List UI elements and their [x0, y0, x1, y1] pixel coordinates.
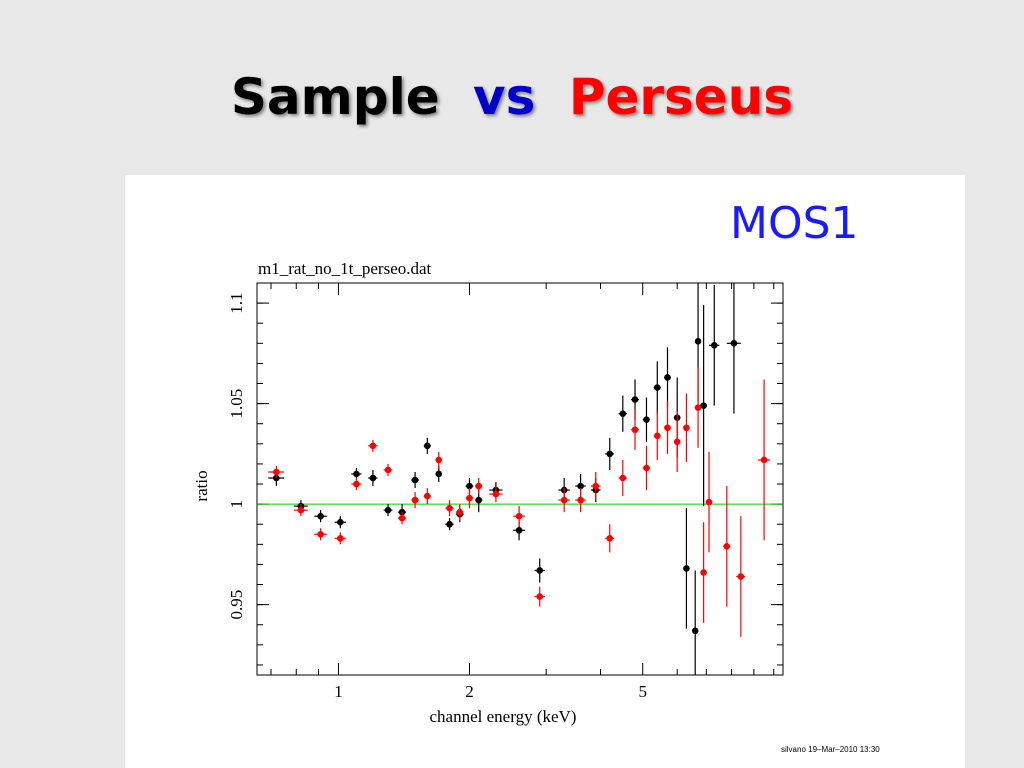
- data-point: [643, 416, 650, 423]
- data-point: [577, 496, 584, 504]
- y-tick-label: 1.1: [227, 292, 246, 313]
- data-point: [515, 526, 523, 534]
- data-point: [411, 476, 419, 484]
- data-point: [424, 492, 431, 500]
- data-points: [268, 283, 770, 675]
- data-point: [606, 535, 614, 542]
- data-point: [466, 482, 473, 490]
- data-point: [337, 518, 344, 526]
- y-tick-label: 1: [227, 500, 246, 509]
- title-sample: Sample: [230, 68, 440, 126]
- data-point: [446, 520, 453, 528]
- data-point: [411, 496, 419, 504]
- series-red: [268, 367, 770, 637]
- y-tick-label: 1.05: [227, 389, 246, 419]
- data-point: [631, 426, 639, 434]
- x-tick-label: 2: [465, 682, 474, 701]
- data-point: [398, 514, 406, 522]
- data-point: [536, 567, 544, 574]
- data-point: [700, 569, 707, 576]
- data-point: [492, 490, 500, 498]
- data-point: [475, 496, 483, 504]
- data-point: [435, 470, 443, 478]
- data-point: [619, 474, 627, 482]
- data-point: [631, 396, 639, 403]
- data-point: [369, 474, 377, 482]
- data-point: [337, 535, 344, 542]
- x-axis-label: channel energy (keV): [430, 707, 577, 726]
- data-point: [664, 424, 671, 432]
- data-point: [691, 627, 699, 635]
- axes: [256, 282, 784, 676]
- data-point: [456, 508, 464, 516]
- data-point: [446, 504, 453, 512]
- data-point: [592, 482, 600, 490]
- data-point: [664, 374, 671, 381]
- y-tick-label: 0.95: [227, 590, 246, 620]
- data-point: [515, 512, 523, 520]
- data-point: [700, 402, 707, 409]
- data-point: [353, 480, 360, 488]
- title-perseus: Perseus: [568, 68, 794, 126]
- data-point: [653, 432, 661, 440]
- data-point: [694, 337, 702, 345]
- data-point: [273, 468, 280, 476]
- data-point: [435, 456, 443, 464]
- data-point: [606, 450, 614, 458]
- data-point: [710, 342, 718, 349]
- x-tick-label: 5: [638, 682, 647, 701]
- data-point: [705, 498, 713, 506]
- data-point: [683, 565, 690, 572]
- x-tick-label: 1: [334, 682, 343, 701]
- data-point: [683, 424, 690, 432]
- data-point: [619, 410, 627, 417]
- footer-timestamp: silvano 19–Mar–2010 13:30: [781, 745, 880, 754]
- series-black: [268, 283, 741, 675]
- data-point: [760, 456, 768, 464]
- data-point: [730, 340, 738, 347]
- title-vs: vs: [473, 68, 536, 126]
- ticks: 1 2 5 0.95 1 1.05 1.1: [227, 283, 783, 701]
- data-point: [424, 442, 431, 450]
- data-point: [737, 573, 745, 580]
- data-point: [384, 506, 392, 514]
- data-point: [317, 530, 324, 538]
- plot-panel: [125, 175, 965, 768]
- chart-title: m1_rat_no_1t_perseo.dat: [258, 259, 432, 278]
- plot-frame: [256, 282, 784, 676]
- data-point: [560, 496, 568, 504]
- data-point: [317, 512, 324, 520]
- data-point: [577, 482, 584, 490]
- mos-label: MOS1: [730, 198, 859, 249]
- data-point: [643, 464, 650, 472]
- data-point: [369, 442, 377, 450]
- data-point: [673, 438, 681, 446]
- data-point: [297, 506, 305, 514]
- data-point: [723, 543, 731, 550]
- data-point: [653, 384, 661, 391]
- data-point: [384, 466, 392, 474]
- data-point: [353, 470, 360, 478]
- data-point: [466, 494, 473, 502]
- slide-title: Sample vs Perseus: [0, 68, 1024, 126]
- data-point: [694, 404, 702, 411]
- data-point: [475, 482, 483, 490]
- data-point: [536, 593, 544, 600]
- y-axis-label: ratio: [192, 470, 211, 501]
